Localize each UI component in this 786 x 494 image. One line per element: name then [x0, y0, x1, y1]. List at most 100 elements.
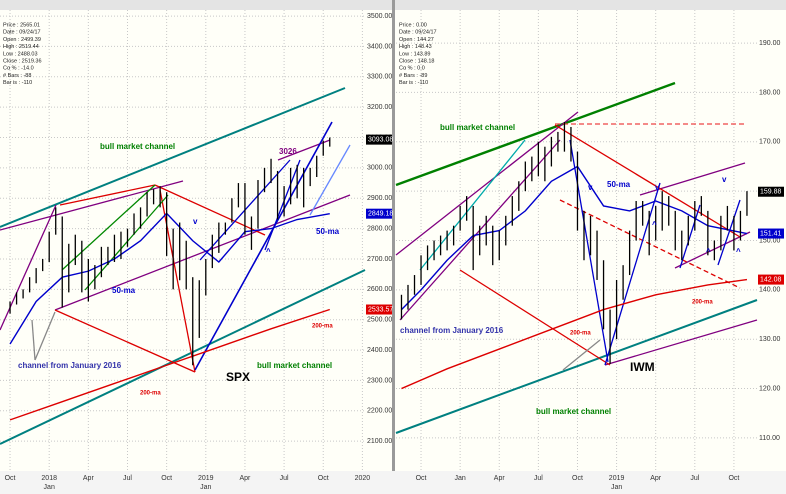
x-tick-sublabel: Jan — [611, 484, 622, 491]
trendline — [59, 184, 156, 206]
price-label: 151.41 — [760, 230, 782, 237]
y-tick-label: 2500.00 — [367, 317, 392, 324]
info-line: Date : 09/24/17 — [399, 30, 437, 36]
trendline — [0, 180, 184, 231]
y-tick-label: 190.00 — [759, 40, 781, 47]
x-tick-label: Jul — [123, 475, 132, 482]
annotation: 50-ma — [112, 286, 136, 295]
trendline — [559, 199, 741, 289]
annotation: 200-ma — [692, 300, 713, 306]
info-line: High : 2519.44 — [3, 44, 39, 50]
price-label: 3093.08 — [368, 136, 393, 143]
x-tick-sublabel: Jan — [44, 484, 55, 491]
grid: 190.00180.00170.00160.00150.00140.00130.… — [396, 10, 781, 491]
price-label: 142.08 — [760, 276, 782, 283]
x-tick-label: 2019 — [609, 475, 625, 482]
y-tick-label: 3000.00 — [367, 165, 392, 172]
annotation: bull market channel — [536, 407, 611, 416]
y-tick-label: 3200.00 — [367, 104, 392, 111]
trendline — [154, 184, 266, 236]
price-label-box — [366, 134, 392, 145]
pointer — [31, 319, 36, 361]
trendline — [569, 139, 609, 363]
price-label-box — [366, 304, 392, 315]
x-tick-label: Apr — [83, 475, 95, 482]
annotations: bull market channel 3026 v 50-ma 50-ma ^… — [18, 123, 741, 416]
annotation: 50-ma — [607, 180, 631, 189]
trendline — [604, 182, 661, 366]
trendline — [309, 144, 351, 216]
panel-divider — [392, 0, 395, 494]
annotation: SPX — [226, 370, 250, 384]
trendline — [679, 204, 701, 269]
info-line: Open : 144.27 — [399, 37, 434, 43]
annotation: ^ — [266, 247, 271, 256]
trendline — [61, 184, 156, 271]
annotation: v — [722, 175, 727, 184]
info-line: Date : 09/24/17 — [3, 30, 41, 36]
trendline — [604, 319, 758, 366]
info-line: Cα % : -14.0 — [3, 66, 34, 72]
annotation: v — [588, 183, 593, 192]
y-tick-label: 2800.00 — [367, 225, 392, 232]
y-tick-label: 2900.00 — [367, 195, 392, 202]
annotation: ^ — [652, 220, 657, 229]
y-tick-label: 140.00 — [759, 287, 781, 294]
x-tick-label: Apr — [494, 475, 506, 482]
y-tick-label: 2100.00 — [367, 438, 392, 445]
y-tick-label: 120.00 — [759, 385, 781, 392]
annotation: IWM — [630, 360, 655, 374]
moving-average — [9, 308, 330, 421]
y-tick-label: 150.00 — [759, 237, 781, 244]
trendline — [0, 269, 366, 445]
y-tick-label: 3400.00 — [367, 43, 392, 50]
x-tick-label: Jan — [454, 475, 465, 482]
info-line: Low : 143.89 — [399, 51, 431, 57]
annotation: bull market channel — [100, 142, 175, 151]
trendline — [0, 87, 346, 228]
price-label: 159.88 — [760, 189, 782, 196]
trendline — [264, 159, 301, 251]
y-tick-label: 2700.00 — [367, 256, 392, 263]
trendline — [0, 204, 57, 331]
annotation: 200-ma — [570, 331, 591, 337]
annotation: bull market channel — [440, 123, 515, 132]
header-bar — [394, 0, 786, 10]
moving-average — [400, 165, 748, 311]
annotation: 200-ma — [140, 391, 161, 397]
x-tick-label: Jul — [690, 475, 699, 482]
x-tick-label: Oct — [318, 475, 329, 482]
x-axis-band — [0, 471, 786, 494]
annotation: channel from January 2016 — [18, 361, 122, 370]
x-tick-label: Oct — [572, 475, 583, 482]
grid: 3500.003400.003300.003200.003100.003000.… — [0, 10, 392, 491]
trendline — [395, 299, 758, 434]
x-tick-label: Apr — [650, 475, 662, 482]
annotation: bull market channel — [257, 361, 332, 370]
info-line: High : 148.43 — [399, 44, 432, 50]
info-line: Close : 2519.36 — [3, 58, 42, 64]
y-tick-label: 2600.00 — [367, 286, 392, 293]
y-tick-label: 170.00 — [759, 139, 781, 146]
annotation: 50-ma — [316, 227, 340, 236]
y-tick-label: 2200.00 — [367, 408, 392, 415]
plot: 3093.08 2849.18 2533.57 — [9, 134, 393, 421]
annotation: ^ — [736, 247, 741, 256]
y-tick-label: 2400.00 — [367, 347, 392, 354]
info-line: Low : 2488.03 — [3, 51, 38, 57]
price-label-box — [758, 228, 784, 239]
info-line: Close : 148.18 — [399, 58, 434, 64]
price-label: 2533.57 — [368, 306, 393, 313]
annotation: channel from January 2016 — [400, 326, 504, 335]
moving-average — [401, 278, 748, 390]
trendline — [554, 124, 741, 238]
x-tick-label: Oct — [5, 475, 16, 482]
x-tick-sublabel: Jan — [200, 484, 211, 491]
price-label-box — [758, 274, 784, 285]
info-line: Open : 2499.39 — [3, 37, 41, 43]
trendline — [84, 194, 169, 291]
price-label-box — [366, 208, 392, 219]
trendline — [194, 121, 333, 371]
annotation: ^ — [706, 247, 711, 256]
